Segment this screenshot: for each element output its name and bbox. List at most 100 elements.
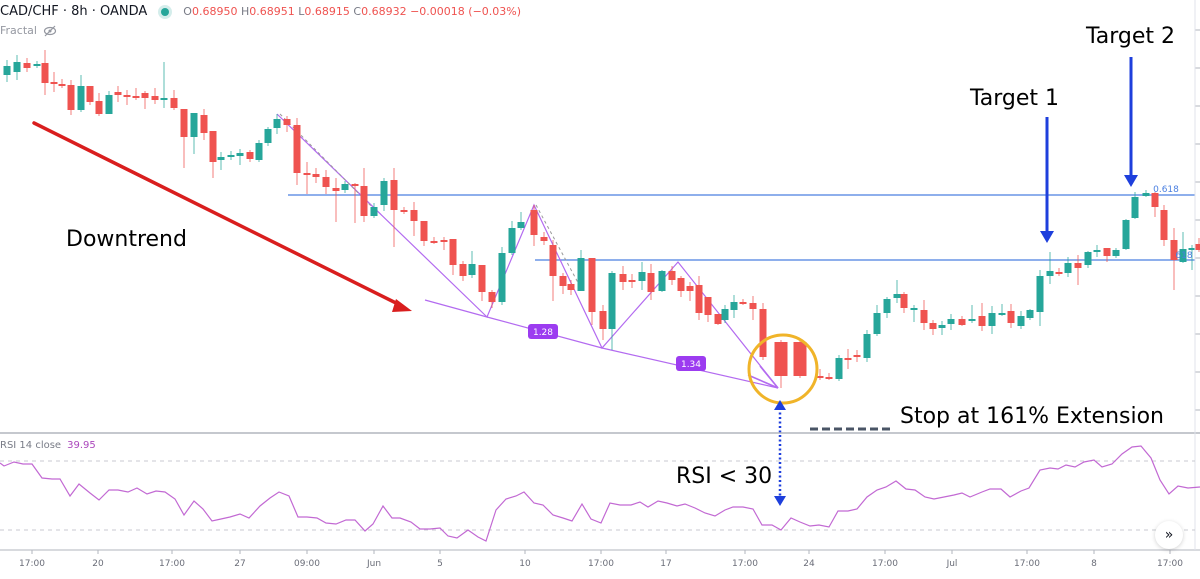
candle: [352, 183, 359, 223]
candle: [479, 265, 486, 301]
candle: [1113, 248, 1120, 258]
candle: [836, 355, 843, 381]
candle: [124, 90, 131, 105]
candle: [228, 151, 235, 160]
candle: [1018, 311, 1025, 329]
indicator-name[interactable]: Fractal: [0, 24, 37, 37]
candle: [1094, 245, 1101, 257]
target-1-label: Target 1: [970, 86, 1059, 111]
candle: [884, 297, 891, 318]
candle: [333, 178, 340, 222]
symbol-legend[interactable]: CAD/CHF · 8h · OANDA O0.68950 H0.68951 L…: [0, 4, 521, 19]
candle: [620, 266, 627, 290]
market-status-icon: [161, 8, 169, 16]
pattern-leg-1: [277, 114, 778, 388]
candle: [911, 305, 918, 322]
pattern-dashed-leg-2: [536, 205, 582, 290]
candle: [568, 280, 575, 295]
candle: [1123, 219, 1130, 250]
candle: [705, 297, 712, 322]
candle: [161, 62, 168, 108]
candle: [775, 340, 788, 388]
time-tick-label: 17:00: [872, 559, 898, 569]
candle: [247, 150, 254, 162]
candle: [826, 373, 833, 380]
candle: [589, 258, 596, 325]
candle: [96, 93, 103, 116]
candle: [51, 72, 58, 92]
candle: [509, 221, 516, 255]
rsi-line: [0, 446, 1200, 541]
time-tick-label: 20: [92, 559, 104, 569]
scroll-to-realtime-button[interactable]: »: [1155, 521, 1183, 549]
time-tick-label: 17: [660, 559, 671, 569]
time-tick-label: 8: [1091, 559, 1097, 569]
candle: [294, 118, 301, 185]
candle: [191, 113, 198, 154]
candle: [265, 127, 272, 146]
candle: [518, 212, 525, 230]
candle: [1047, 252, 1054, 284]
ratio-label-1: 1.28: [528, 324, 558, 339]
candle: [237, 149, 244, 165]
candle: [731, 295, 738, 318]
time-tick-label: 17:00: [159, 559, 185, 569]
harmonic-pattern: [277, 114, 778, 388]
time-tick-label: Jun: [366, 559, 381, 569]
candle: [999, 304, 1006, 316]
candle: [68, 80, 75, 115]
time-tick-label: 17:00: [1157, 559, 1183, 569]
indicator-legend[interactable]: Fractal: [0, 24, 57, 37]
time-axis[interactable]: 17:00 20 17:00 27 09:00 Jun 5 10 17:00 17 17:00 24 1…: [19, 550, 1183, 569]
time-tick-label: 24: [803, 559, 815, 569]
candle: [845, 349, 852, 369]
candle: [152, 88, 159, 104]
rsi-legend[interactable]: RSI 14 close 39.95: [0, 440, 96, 451]
target-1-arrow: [1040, 117, 1054, 243]
candle: [921, 300, 928, 330]
candle: [531, 205, 538, 246]
symbol-title[interactable]: CAD/CHF · 8h · OANDA: [0, 4, 147, 19]
ratio-label-2: 1.34: [676, 356, 706, 371]
rsi-pane: [0, 446, 1200, 541]
candle: [560, 273, 567, 294]
svg-text:1.34: 1.34: [681, 360, 701, 370]
candle: [639, 262, 646, 290]
candle: [87, 86, 94, 105]
time-tick-label: 10: [519, 559, 531, 569]
candle: [323, 170, 330, 194]
candle: [489, 290, 496, 308]
candle: [609, 271, 616, 350]
candle: [313, 168, 320, 183]
rsi-threshold-label: RSI < 30: [676, 464, 772, 489]
candle: [14, 55, 21, 80]
candle: [1143, 190, 1150, 197]
candle: [1037, 270, 1044, 326]
time-tick-label: 27: [234, 559, 245, 569]
candle: [499, 247, 506, 305]
time-tick-label: 17:00: [588, 559, 614, 569]
eye-off-icon[interactable]: [43, 25, 57, 37]
time-tick-label: 5: [437, 559, 443, 569]
candle: [218, 152, 225, 170]
candle: [989, 306, 996, 334]
candle: [106, 91, 113, 114]
candle: [34, 61, 41, 68]
candle: [687, 282, 694, 301]
candle: [133, 88, 140, 100]
target-2-label: Target 2: [1086, 24, 1175, 49]
time-tick-label: 09:00: [294, 559, 320, 569]
candle: [78, 75, 85, 112]
candle: [550, 240, 557, 301]
time-tick-label: 17:00: [732, 559, 758, 569]
candle: [115, 86, 122, 102]
candle: [1161, 205, 1168, 246]
candle: [629, 274, 636, 288]
candle: [4, 60, 11, 82]
candle: [794, 340, 807, 378]
candle: [441, 237, 448, 250]
candle: [1056, 268, 1063, 276]
time-tick-label: Jul: [946, 559, 958, 569]
time-tick-label: 17:00: [19, 559, 45, 569]
